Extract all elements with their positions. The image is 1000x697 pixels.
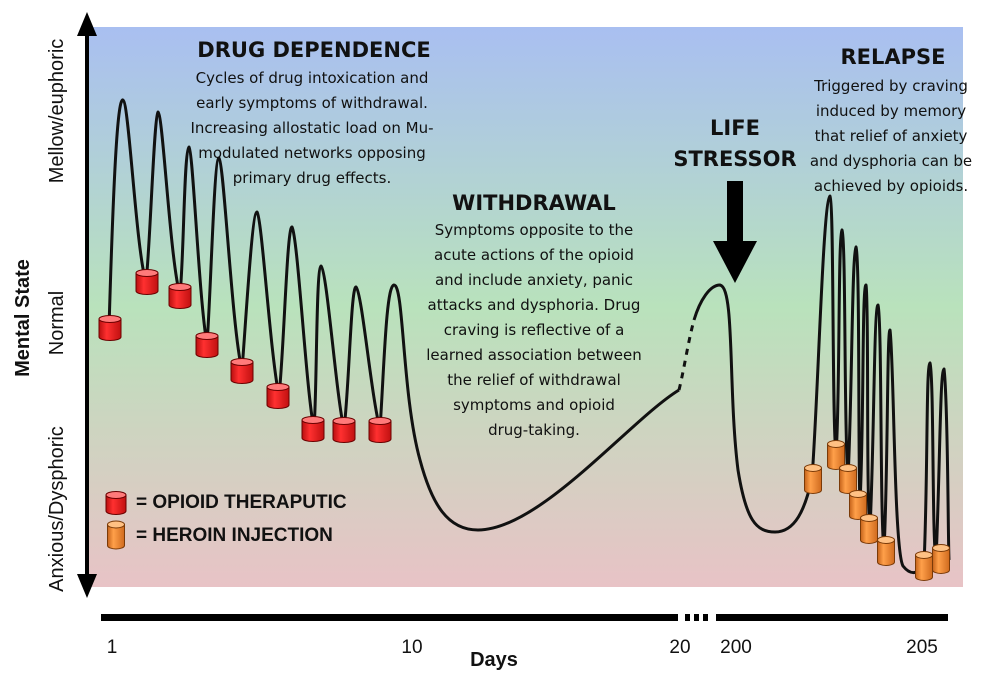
svg-text:Increasing allostatic load on: Increasing allostatic load on Mu- xyxy=(190,119,433,137)
orange-cylinder-icon xyxy=(877,536,895,566)
x-tick-200: 200 xyxy=(720,637,752,658)
y-level-bottom: Anxious/Dysphoric xyxy=(46,426,68,592)
svg-text:induced by memory: induced by memory xyxy=(816,102,966,120)
red-cylinder-icon xyxy=(266,383,290,409)
orange-cylinder-icon xyxy=(860,514,878,544)
red-cylinder-icon xyxy=(195,332,219,358)
y-axis-arrow xyxy=(77,12,97,598)
legend-heroin-label: = HEROIN INJECTION xyxy=(136,525,333,546)
x-tick-20: 20 xyxy=(669,637,690,658)
svg-text:learned association between: learned association between xyxy=(426,346,642,364)
orange-cylinder-icon xyxy=(827,440,845,470)
red-cylinder-icon xyxy=(135,269,159,295)
x-tick-1: 1 xyxy=(107,637,118,658)
dependence-title: DRUG DEPENDENCE xyxy=(197,38,430,62)
red-cylinder-icon xyxy=(105,491,127,515)
x-tick-10: 10 xyxy=(401,637,422,658)
red-cylinder-icon xyxy=(368,417,392,443)
red-cylinder-icon xyxy=(230,358,254,384)
withdrawal-description: Symptoms opposite to the acute actions o… xyxy=(426,221,642,439)
down-arrow-icon xyxy=(713,181,757,283)
orange-cylinder-icon xyxy=(849,490,867,520)
therapeutic-markers xyxy=(98,269,392,443)
legend-therapeutic-label: = OPIOID THERAPUTIC xyxy=(136,492,347,513)
red-cylinder-icon xyxy=(98,315,122,341)
legend-heroin-swatch xyxy=(107,520,125,550)
svg-text:and include anxiety, panic: and include anxiety, panic xyxy=(435,271,633,289)
svg-text:primary drug effects.: primary drug effects. xyxy=(233,169,391,187)
svg-text:achieved by opioids.: achieved by opioids. xyxy=(814,177,968,195)
svg-text:Symptoms opposite to the: Symptoms opposite to the xyxy=(435,221,634,239)
orange-cylinder-icon xyxy=(915,551,933,581)
x-tick-205: 205 xyxy=(906,637,938,658)
svg-text:symptoms and opioid: symptoms and opioid xyxy=(453,396,615,414)
mental-state-curve-gap xyxy=(677,319,696,391)
x-axis-bar xyxy=(101,614,948,621)
relapse-title: RELAPSE xyxy=(840,45,945,69)
svg-text:early symptoms of withdrawal.: early symptoms of withdrawal. xyxy=(196,94,428,112)
svg-text:the relief of withdrawal: the relief of withdrawal xyxy=(447,371,621,389)
orange-cylinder-icon xyxy=(839,464,857,494)
dependence-description: Cycles of drug intoxication and early sy… xyxy=(190,69,433,187)
svg-text:that relief of anxiety: that relief of anxiety xyxy=(815,127,968,145)
relapse-description: Triggered by craving induced by memory t… xyxy=(810,77,972,195)
svg-text:and dysphoria can be: and dysphoria can be xyxy=(810,152,972,170)
svg-text:Triggered by craving: Triggered by craving xyxy=(813,77,968,95)
svg-text:attacks and dysphoria. Drug: attacks and dysphoria. Drug xyxy=(428,296,641,314)
orange-cylinder-icon xyxy=(932,544,950,574)
red-cylinder-icon xyxy=(332,417,356,443)
heroin-markers xyxy=(804,440,950,581)
orange-cylinder-icon xyxy=(107,520,125,550)
red-cylinder-icon xyxy=(301,416,325,442)
legend-therapeutic-swatch xyxy=(105,491,127,515)
orange-cylinder-icon xyxy=(804,464,822,494)
withdrawal-title: WITHDRAWAL xyxy=(452,191,616,215)
mental-state-curve-relapse xyxy=(692,194,951,575)
stressor-title-line1: LIFE xyxy=(710,116,760,140)
legend: = OPIOID THERAPUTIC = HEROIN INJECTION xyxy=(105,491,347,550)
y-level-top: Mellow/euphoric xyxy=(46,39,68,184)
x-axis-title: Days xyxy=(470,649,518,671)
svg-text:Cycles of drug intoxication an: Cycles of drug intoxication and xyxy=(196,69,429,87)
y-level-mid: Normal xyxy=(46,291,68,355)
svg-text:craving is reflective of a: craving is reflective of a xyxy=(444,321,625,339)
mental-state-curve xyxy=(107,98,680,532)
svg-text:acute actions of the opioid: acute actions of the opioid xyxy=(434,246,634,264)
red-cylinder-icon xyxy=(168,283,192,309)
y-axis-title: Mental State xyxy=(12,259,34,377)
svg-text:drug-taking.: drug-taking. xyxy=(488,421,580,439)
stressor-title-line2: STRESSOR xyxy=(673,147,796,171)
svg-text:modulated networks opposing: modulated networks opposing xyxy=(198,144,425,162)
